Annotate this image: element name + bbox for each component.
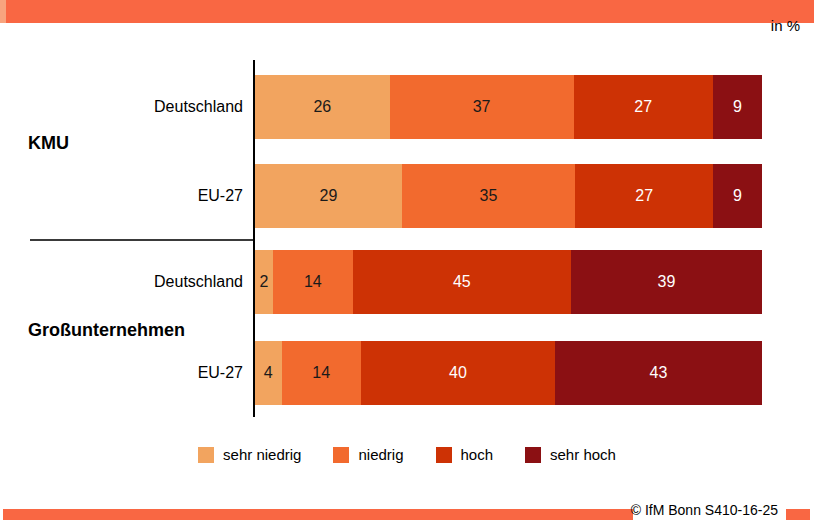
top-accent-strip: [0, 0, 814, 23]
bar-segment-niedrig: 14: [273, 250, 353, 314]
bar-segment-hoch: 45: [353, 250, 571, 314]
legend-swatch-icon: [333, 447, 349, 463]
legend-swatch-icon: [436, 447, 452, 463]
source-credit: © IfM Bonn S410-16-25: [631, 502, 778, 518]
legend: sehr niedrig niedrig hoch sehr hoch: [0, 446, 814, 463]
top-accent-strip-cap: [0, 0, 6, 23]
group-label-grossunternehmen: Großunternehmen: [28, 320, 185, 341]
bottom-accent-strip-end: [786, 509, 810, 520]
bar-segment-sehr-hoch: 9: [713, 75, 762, 139]
bottom-accent-strip: [3, 509, 633, 520]
legend-item: sehr hoch: [525, 446, 616, 463]
chart-canvas: in % KMU Großunternehmen Deutschland2637…: [0, 0, 814, 522]
legend-label: hoch: [461, 446, 494, 463]
legend-swatch-icon: [525, 447, 541, 463]
bar-row: EU-272935279: [0, 164, 762, 228]
stacked-bar: 2637279: [255, 75, 762, 139]
bar-segment-sehr-hoch: 9: [713, 164, 762, 228]
group-divider-line: [30, 239, 253, 241]
legend-item: niedrig: [333, 446, 403, 463]
bar-segment-sehr-niedrig: 4: [255, 341, 282, 405]
stacked-bar: 4144043: [255, 341, 762, 405]
bar-row: Deutschland2637279: [0, 75, 762, 139]
bar-row: Deutschland2144539: [0, 250, 762, 314]
legend-item: hoch: [436, 446, 494, 463]
bar-segment-sehr-niedrig: 2: [255, 250, 273, 314]
legend-label: niedrig: [358, 446, 403, 463]
legend-swatch-icon: [198, 447, 214, 463]
bar-segment-sehr-hoch: 43: [555, 341, 762, 405]
bar-row-label: Deutschland: [0, 75, 255, 139]
stacked-bar: 2935279: [255, 164, 762, 228]
bar-segment-hoch: 40: [361, 341, 555, 405]
bar-row: EU-274144043: [0, 341, 762, 405]
bar-segment-niedrig: 14: [282, 341, 361, 405]
legend-label: sehr hoch: [550, 446, 616, 463]
bar-row-label: Deutschland: [0, 250, 255, 314]
bar-segment-hoch: 27: [574, 75, 713, 139]
unit-label: in %: [771, 17, 800, 34]
bar-segment-niedrig: 35: [402, 164, 575, 228]
bar-segment-sehr-niedrig: 29: [255, 164, 402, 228]
bar-segment-sehr-niedrig: 26: [255, 75, 390, 139]
legend-label: sehr niedrig: [223, 446, 301, 463]
bar-row-label: EU-27: [0, 164, 255, 228]
bar-segment-niedrig: 37: [390, 75, 574, 139]
bar-row-label: EU-27: [0, 341, 255, 405]
bar-segment-hoch: 27: [575, 164, 713, 228]
stacked-bar: 2144539: [255, 250, 762, 314]
legend-item: sehr niedrig: [198, 446, 301, 463]
bar-segment-sehr-hoch: 39: [571, 250, 762, 314]
